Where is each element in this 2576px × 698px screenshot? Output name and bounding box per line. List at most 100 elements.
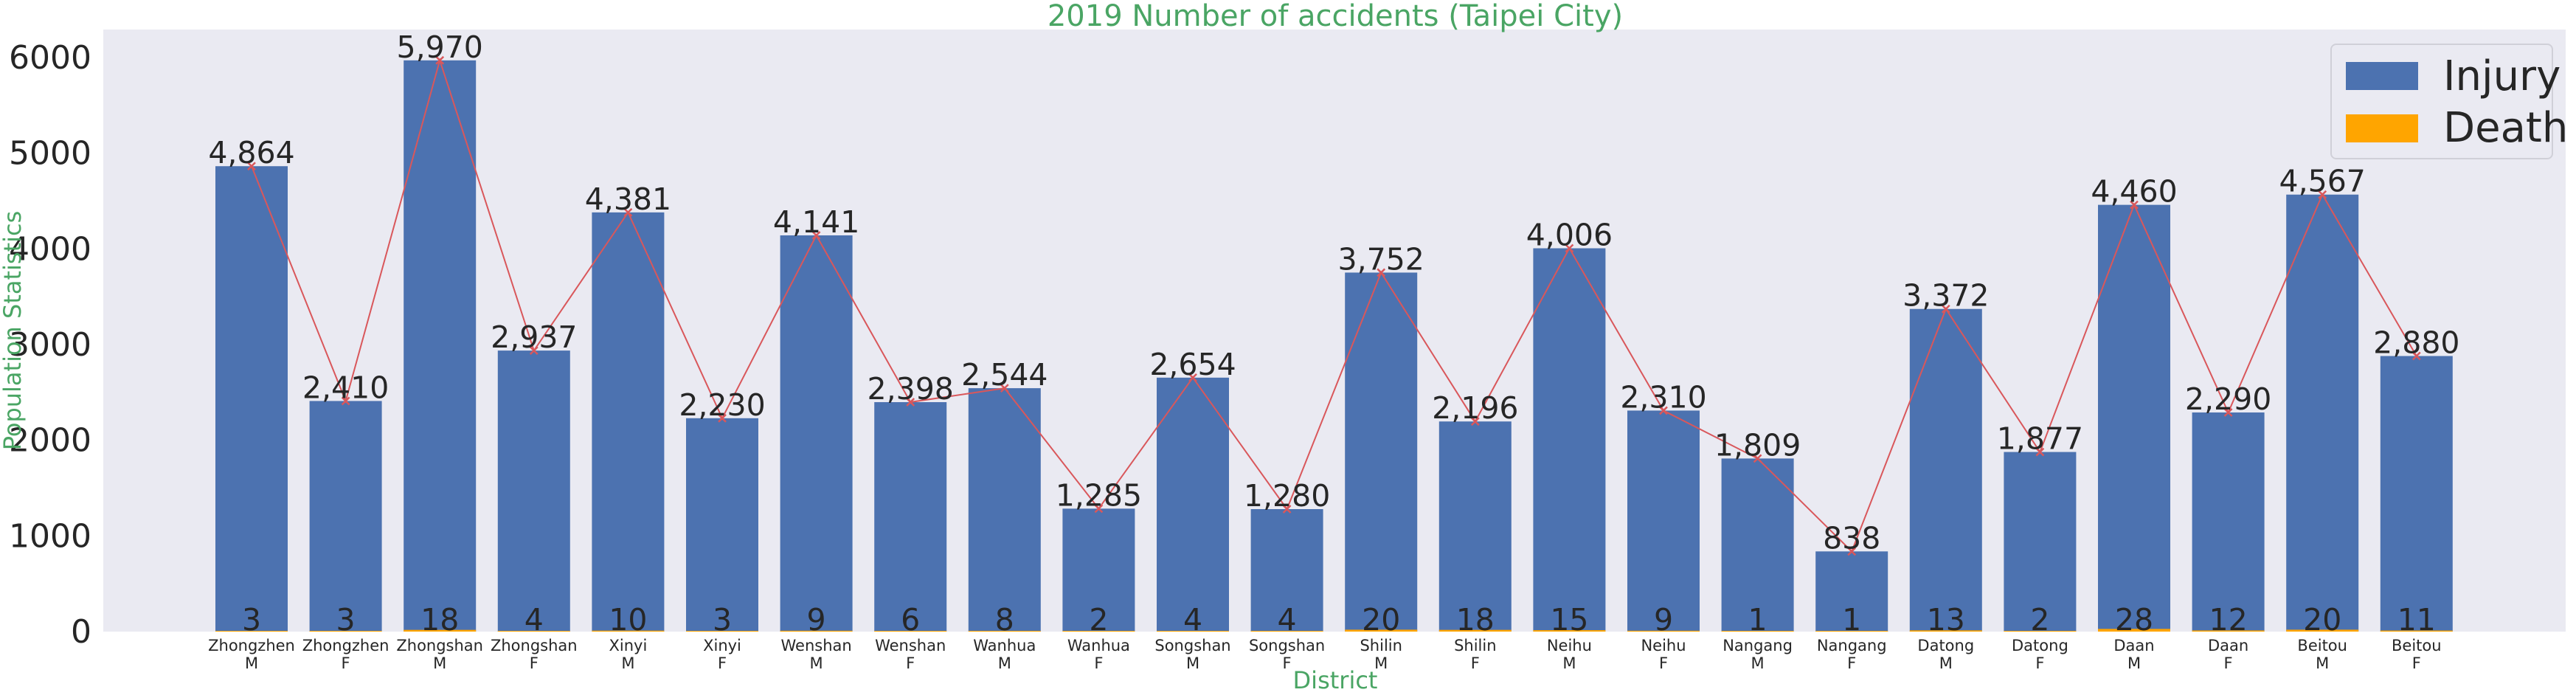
x-tick-label-gender: M bbox=[1186, 654, 1199, 672]
y-tick-label: 0 bbox=[71, 613, 91, 651]
trend-marker bbox=[1847, 547, 1857, 556]
x-tick-label-district: Shilin bbox=[1454, 637, 1496, 654]
death-value-label: 9 bbox=[807, 602, 826, 637]
x-tick-label-gender: F bbox=[342, 654, 350, 672]
x-tick-label-district: Daan bbox=[2208, 637, 2248, 654]
death-value-label: 15 bbox=[1550, 602, 1588, 637]
death-value-label: 13 bbox=[1927, 602, 1965, 637]
x-tick-label-district: Zhongzhen bbox=[302, 637, 389, 654]
trend-marker bbox=[2223, 408, 2233, 417]
x-tick-label-gender: F bbox=[1659, 654, 1668, 672]
death-value-label: 3 bbox=[713, 602, 732, 637]
trend-marker bbox=[435, 55, 445, 65]
death-bar bbox=[309, 631, 382, 632]
injury-bar bbox=[686, 418, 758, 632]
death-value-label: 3 bbox=[336, 602, 356, 637]
injury-value-label: 4,006 bbox=[1526, 217, 1613, 252]
x-tick-label-district: Wanhua bbox=[1067, 637, 1130, 654]
x-tick-label-gender: M bbox=[2316, 654, 2329, 672]
death-bar bbox=[2192, 630, 2265, 632]
death-bar bbox=[1627, 630, 1700, 632]
x-tick-label-gender: F bbox=[1094, 654, 1103, 672]
injury-bar bbox=[404, 60, 477, 632]
x-tick-label-district: Songshan bbox=[1249, 637, 1325, 654]
injury-bar bbox=[1909, 308, 1982, 632]
x-tick-label-district: Beitou bbox=[2297, 637, 2347, 654]
x-tick-label-gender: M bbox=[433, 654, 446, 672]
injury-trend-line bbox=[251, 58, 2417, 553]
death-value-label: 20 bbox=[2303, 602, 2341, 637]
x-tick-label-gender: F bbox=[1471, 654, 1480, 672]
y-axis-label: Population Statistics bbox=[0, 211, 27, 451]
injury-bar bbox=[1627, 410, 1700, 632]
x-tick-label-district: Datong bbox=[2012, 637, 2068, 654]
x-tick-label-district: Neihu bbox=[1641, 637, 1686, 654]
injury-value-label: 2,654 bbox=[1149, 347, 1236, 382]
death-value-label: 18 bbox=[420, 602, 459, 637]
injury-bar bbox=[497, 350, 570, 632]
injury-value-label: 2,880 bbox=[2373, 325, 2459, 361]
legend-label-death: Death bbox=[2443, 104, 2568, 152]
trend-marker bbox=[247, 162, 256, 171]
injury-value-label: 4,864 bbox=[208, 135, 294, 170]
x-tick-label-gender: M bbox=[1374, 654, 1388, 672]
injury-bar bbox=[1345, 272, 1418, 632]
trend-marker bbox=[1377, 268, 1386, 277]
x-tick-label-gender: M bbox=[1751, 654, 1765, 672]
death-bar bbox=[1721, 631, 1794, 632]
death-bar bbox=[1909, 630, 1982, 632]
trend-marker bbox=[1470, 417, 1480, 426]
injury-value-label: 2,290 bbox=[2185, 381, 2271, 417]
death-value-label: 1 bbox=[1842, 602, 1861, 637]
death-bar bbox=[780, 630, 853, 632]
injury-bar bbox=[309, 401, 382, 632]
y-tick-label: 5000 bbox=[9, 135, 91, 173]
y-axis-ticks: 0 1000 2000 3000 4000 5000 6000 bbox=[9, 39, 91, 651]
injury-value-label: 2,398 bbox=[868, 371, 954, 407]
trend-marker bbox=[341, 396, 350, 406]
x-tick-label-district: Zhongshan bbox=[396, 637, 483, 654]
injury-bar bbox=[780, 235, 853, 632]
injury-value-label: 2,937 bbox=[491, 319, 577, 355]
x-tick-label-gender: F bbox=[530, 654, 539, 672]
x-tick-label-district: Xinyi bbox=[609, 637, 648, 654]
x-tick-label-gender: F bbox=[2412, 654, 2421, 672]
x-tick-label-district: Songshan bbox=[1154, 637, 1230, 654]
injury-bar bbox=[1815, 551, 1888, 632]
trend-marker bbox=[1753, 454, 1762, 463]
injury-bar bbox=[2286, 194, 2359, 632]
injury-bar bbox=[1250, 509, 1323, 632]
x-tick-label-gender: F bbox=[718, 654, 727, 672]
injury-value-label: 2,196 bbox=[1432, 390, 1518, 426]
x-tick-label-district: Zhongzhen bbox=[208, 637, 295, 654]
injury-bar bbox=[2192, 412, 2265, 632]
injury-value-label: 2,410 bbox=[302, 370, 389, 405]
death-value-label: 4 bbox=[1278, 602, 1297, 637]
death-bar bbox=[215, 631, 288, 632]
y-tick-label: 2000 bbox=[9, 422, 91, 460]
injury-value-label: 3,752 bbox=[1338, 241, 1424, 277]
x-axis-ticks: ZhongzhenMZhongzhenFZhongshanMZhongshanF… bbox=[208, 637, 2441, 672]
x-tick-label-district: Daan bbox=[2113, 637, 2154, 654]
death-value-label: 12 bbox=[2209, 602, 2248, 637]
chart-title: 2019 Number of accidents (Taipei City) bbox=[1048, 0, 1623, 33]
death-value-label: 8 bbox=[995, 602, 1014, 637]
death-bar bbox=[1438, 629, 1512, 632]
x-tick-label-gender: M bbox=[810, 654, 823, 672]
legend-swatch-injury bbox=[2346, 62, 2418, 90]
trend-marker bbox=[2318, 190, 2327, 199]
death-bar bbox=[404, 629, 477, 632]
trend-marker bbox=[2411, 351, 2421, 361]
death-value-label: 2 bbox=[2030, 602, 2049, 637]
death-bar bbox=[2004, 631, 2077, 632]
death-value-label: 18 bbox=[1456, 602, 1495, 637]
injury-value-label: 3,372 bbox=[1902, 278, 1989, 314]
death-bar bbox=[1250, 631, 1323, 632]
injury-value-label: 1,285 bbox=[1056, 477, 1142, 513]
x-tick-label-district: Wanhua bbox=[973, 637, 1036, 654]
x-axis-label: District bbox=[1293, 666, 1378, 694]
death-value-label: 20 bbox=[1362, 602, 1400, 637]
injury-value-label: 2,230 bbox=[679, 387, 765, 423]
injury-bar bbox=[874, 402, 947, 632]
